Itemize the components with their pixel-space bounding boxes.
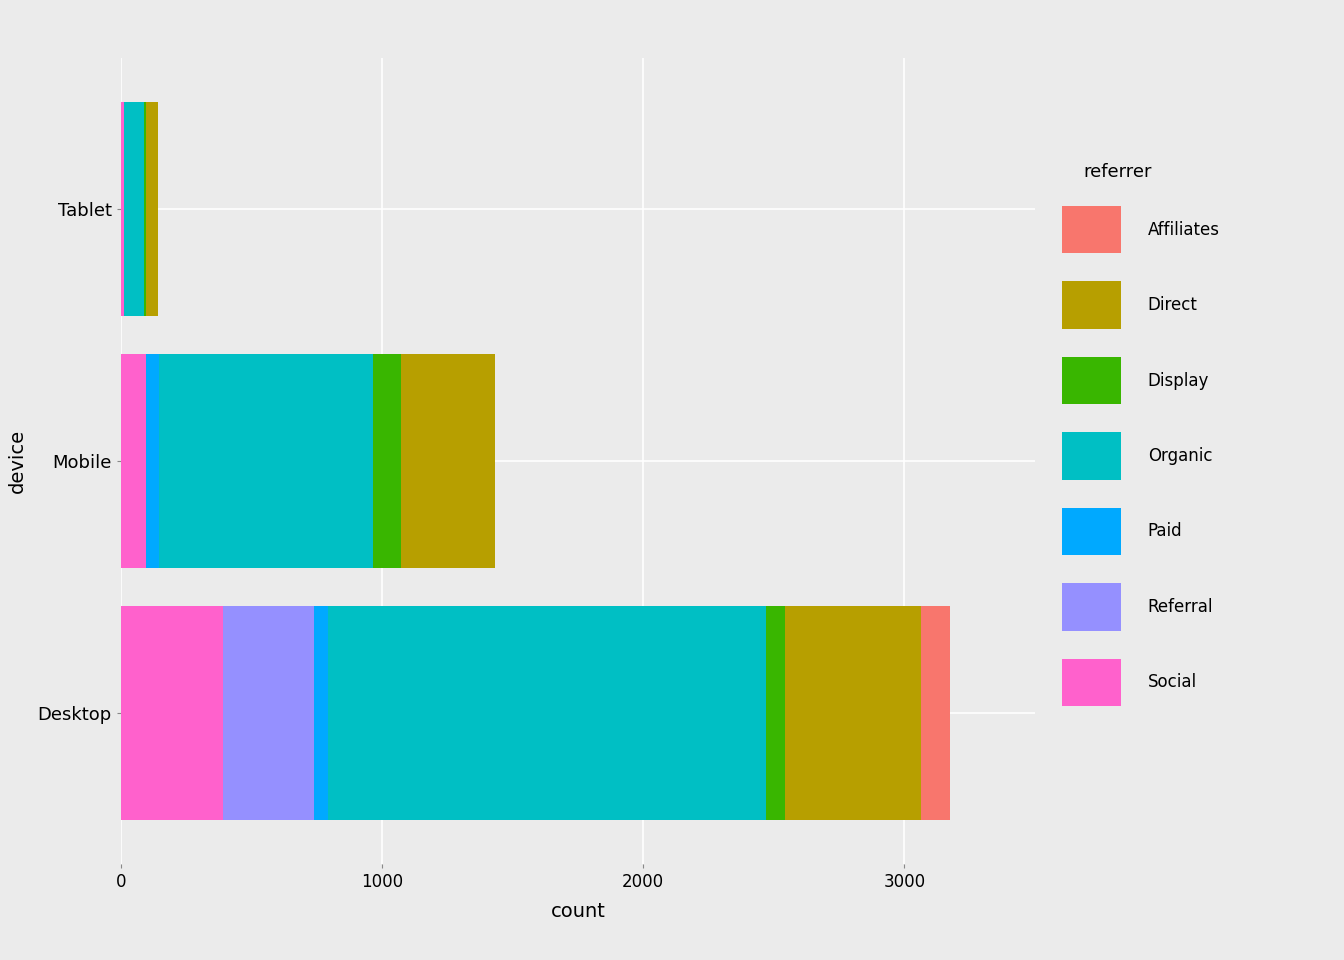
FancyBboxPatch shape (1062, 281, 1121, 329)
FancyBboxPatch shape (1062, 508, 1121, 555)
FancyBboxPatch shape (1062, 432, 1121, 480)
FancyBboxPatch shape (1062, 583, 1121, 631)
FancyBboxPatch shape (1062, 659, 1121, 706)
Bar (401, 353, 495, 568)
Bar (223, 606, 314, 820)
Y-axis label: device: device (8, 429, 27, 492)
Bar (121, 102, 124, 316)
Bar (785, 606, 921, 820)
X-axis label: count: count (551, 902, 605, 922)
Text: referrer: referrer (1083, 163, 1152, 181)
Bar (766, 606, 785, 820)
Bar (121, 353, 145, 568)
Bar (314, 606, 328, 820)
Text: Social: Social (1148, 673, 1198, 691)
Text: Display: Display (1148, 372, 1210, 390)
Bar (374, 353, 401, 568)
FancyBboxPatch shape (1062, 206, 1121, 253)
Bar (124, 102, 144, 316)
Text: Organic: Organic (1148, 447, 1212, 465)
Text: Referral: Referral (1148, 598, 1214, 616)
Bar (145, 102, 159, 316)
Text: Affiliates: Affiliates (1148, 221, 1220, 239)
FancyBboxPatch shape (1062, 357, 1121, 404)
Bar (328, 606, 766, 820)
Text: Direct: Direct (1148, 296, 1198, 314)
Text: Paid: Paid (1148, 522, 1183, 540)
Bar (160, 353, 374, 568)
Bar (121, 606, 223, 820)
Bar (145, 353, 160, 568)
Bar (921, 606, 950, 820)
